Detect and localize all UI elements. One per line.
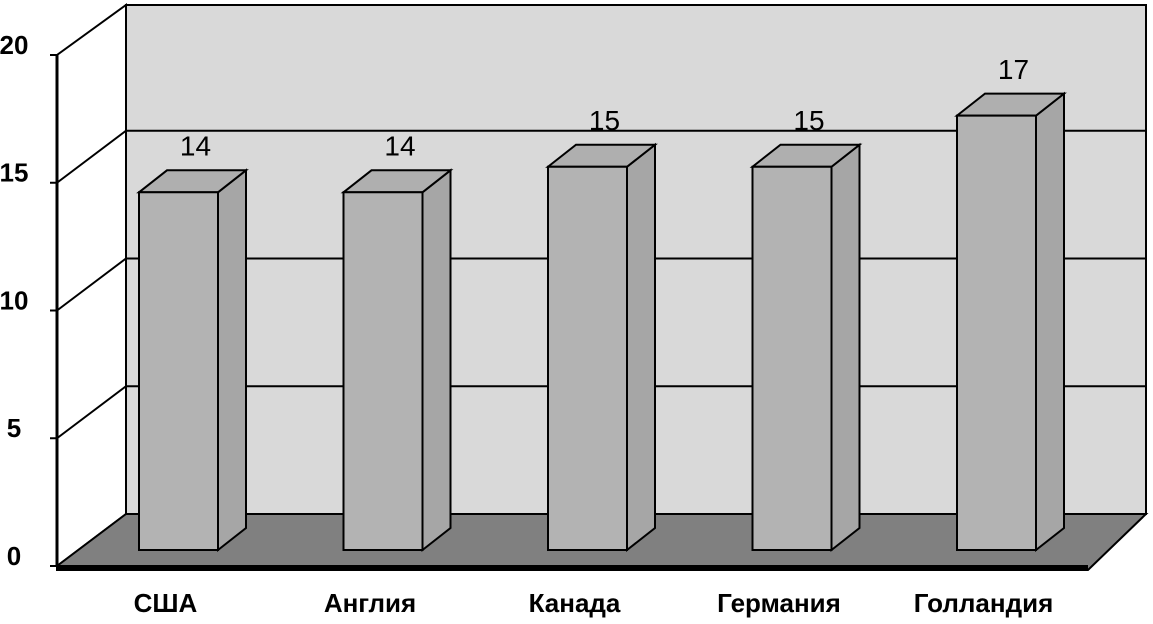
bar [340, 168, 454, 553]
y-tick-label: 10 [0, 285, 28, 315]
bar [545, 142, 658, 553]
y-tick-label: 5 [7, 413, 21, 443]
bar-face [217, 168, 247, 553]
bar-face [956, 114, 1037, 551]
x-tick-label: Голландия [914, 588, 1054, 618]
bar-face [830, 142, 861, 553]
grid-line [56, 129, 1146, 184]
value-label: 14 [384, 131, 415, 162]
bar-face [751, 165, 833, 551]
value-label: 15 [589, 105, 620, 136]
bar-face [421, 168, 452, 553]
value-label: 14 [180, 131, 211, 162]
y-tick-label: 20 [0, 30, 28, 60]
x-tick-label: США [134, 588, 198, 618]
value-label: 15 [793, 105, 824, 136]
bar-face [547, 165, 628, 551]
bar-face [342, 191, 424, 551]
bar-face [1035, 91, 1065, 553]
value-label: 17 [998, 54, 1029, 85]
bar-face [138, 191, 219, 551]
x-tick-label: Англия [324, 588, 416, 618]
y-tick-label: 0 [7, 541, 21, 571]
bar [954, 91, 1067, 553]
bar-face [626, 142, 656, 553]
bar [136, 168, 249, 553]
x-tick-label: Канада [529, 588, 621, 618]
bar [749, 142, 863, 553]
x-tick-label: Германия [717, 588, 841, 618]
y-tick-label: 15 [0, 158, 28, 188]
